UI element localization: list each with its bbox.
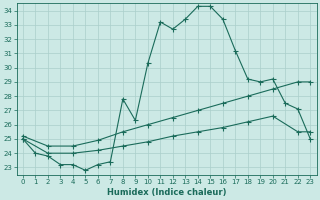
X-axis label: Humidex (Indice chaleur): Humidex (Indice chaleur) — [107, 188, 226, 197]
